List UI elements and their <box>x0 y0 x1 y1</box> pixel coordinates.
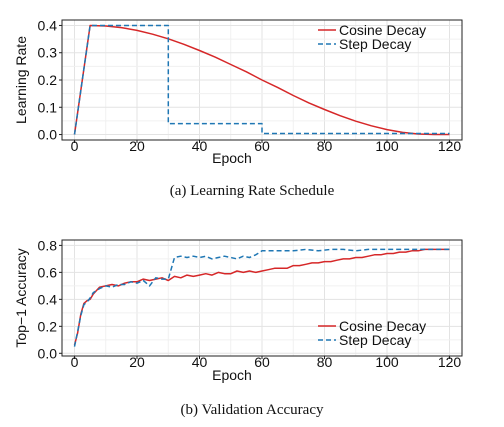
caption-validation-accuracy: (b) Validation Accuracy <box>180 402 324 418</box>
x-tick-label: 100 <box>375 354 399 370</box>
y-tick-label: 0.6 <box>38 264 58 280</box>
x-axis-title: Epoch <box>212 367 252 383</box>
y-tick-label: 0.4 <box>38 17 58 33</box>
x-tick-label: 80 <box>317 138 333 154</box>
x-tick-label: 60 <box>254 138 270 154</box>
chart-learning-rate: 0 20 40 60 80 100 120 0.0 0.1 0.2 0.3 0.4 Epoch Learn… <box>13 17 463 166</box>
y-tick-label: 0.3 <box>38 45 58 61</box>
series-line-step-decay <box>73 248 450 347</box>
x-tick-label: 40 <box>192 354 208 370</box>
legend-label: Cosine Decay <box>339 22 426 38</box>
x-axis-title: Epoch <box>212 150 252 166</box>
y-tick-label: 0.4 <box>38 291 58 307</box>
legend-label: Step Decay <box>339 36 411 52</box>
y-tick-label: 0.2 <box>38 318 58 334</box>
y-tick-label: 0.0 <box>38 345 58 361</box>
y-tick-label: 0.2 <box>38 72 58 88</box>
x-tick-label: 40 <box>192 138 208 154</box>
x-tick-label: 20 <box>129 354 145 370</box>
y-axis-title: Learning Rate <box>13 36 29 124</box>
x-tick-label: 20 <box>129 138 145 154</box>
x-tick-label: 100 <box>375 138 399 154</box>
x-tick-label: 0 <box>71 354 79 370</box>
y-tick-label: 0.8 <box>38 237 58 253</box>
legend-label: Cosine Decay <box>339 318 426 334</box>
x-tick-label: 0 <box>71 138 79 154</box>
x-tick-label: 60 <box>254 354 270 370</box>
y-tick-label: 0.0 <box>38 127 58 143</box>
series-line-cosine-decay <box>73 24 450 136</box>
x-tick-label: 120 <box>438 138 462 154</box>
legend-label: Step Decay <box>339 332 411 348</box>
chart-validation-accuracy: 0 20 40 60 80 100 120 0.0 0.2 0.4 0.6 0.8 Epoch Top−1… <box>13 237 463 383</box>
x-tick-label: 80 <box>317 354 333 370</box>
x-tick-label: 120 <box>438 354 462 370</box>
caption-learning-rate-schedule: (a) Learning Rate Schedule <box>169 183 335 199</box>
y-axis-title: Top−1 Accuracy <box>13 248 29 347</box>
y-tick-label: 0.1 <box>38 99 58 115</box>
